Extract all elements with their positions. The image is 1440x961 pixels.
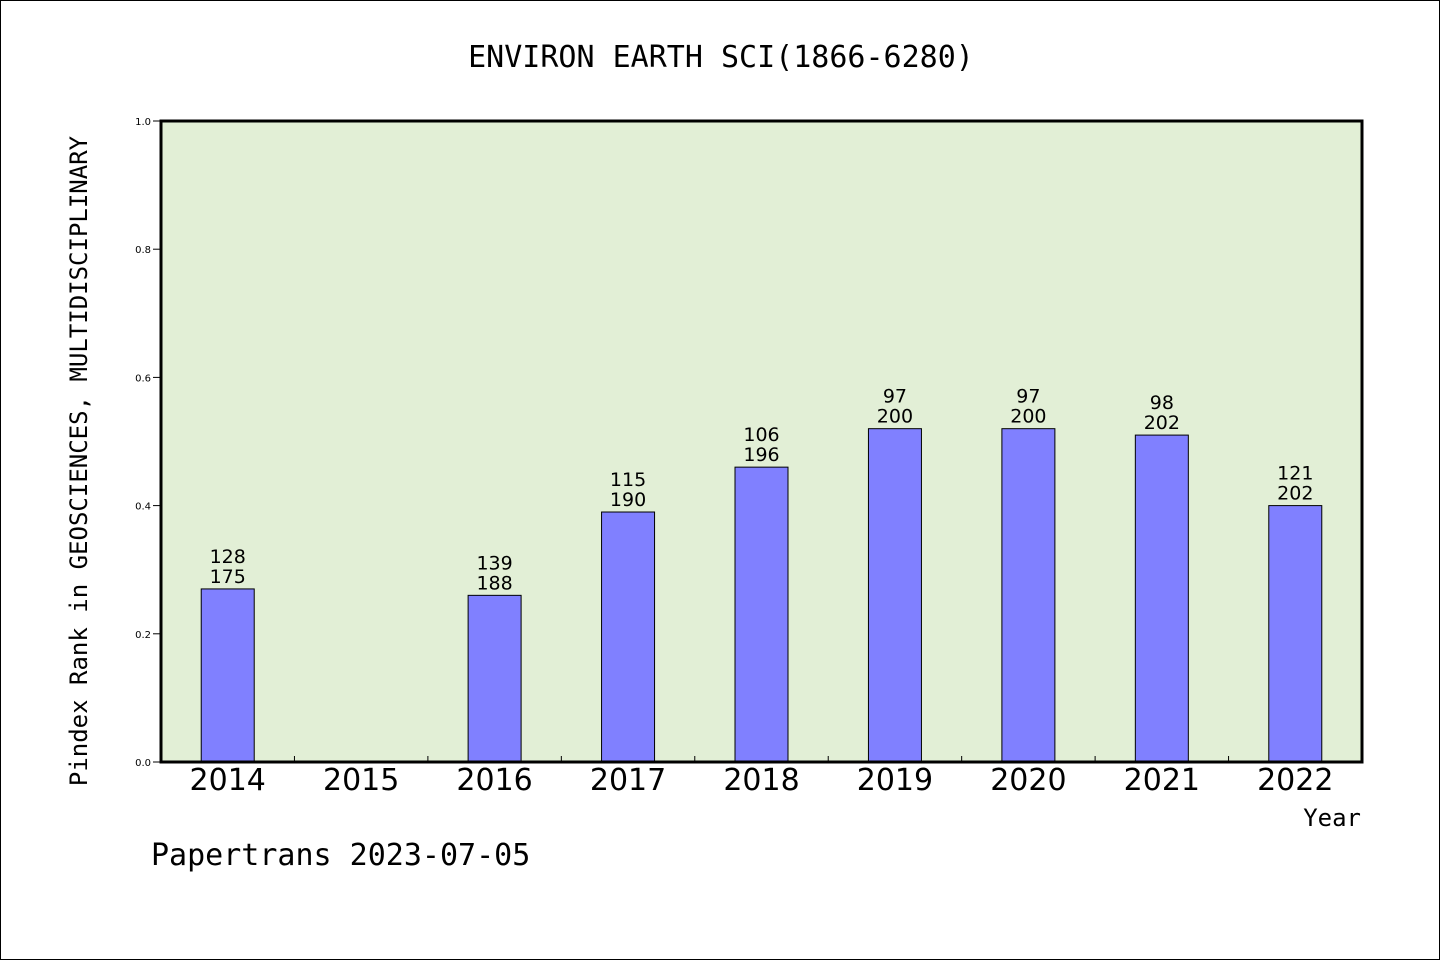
chart-title: ENVIRON EARTH SCI(1866-6280) — [468, 40, 974, 75]
bar-rank-label: 98 — [1150, 392, 1174, 414]
y-tick-label: 1.0 — [135, 117, 151, 128]
x-tick-label: 2017 — [590, 763, 666, 798]
x-tick-label: 2016 — [456, 763, 532, 798]
y-axis-label: Pindex Rank in GEOSCIENCES, MULTIDISCIPL… — [65, 135, 93, 786]
y-tick-label: 0.8 — [135, 245, 151, 256]
plot-border — [159, 119, 1364, 764]
y-axis: 0.0 0.2 0.4 0.6 0.8 1.0 — [135, 117, 161, 769]
x-axis: 2014 2015 2016 2017 2018 2019 2020 2021 2022 — [190, 756, 1333, 798]
bar-total-label: 200 — [1010, 406, 1046, 428]
bar-rank-label: 128 — [210, 546, 246, 568]
x-axis-label: Year — [1303, 804, 1361, 832]
bar — [867, 428, 922, 763]
x-tick-label: 2022 — [1257, 763, 1333, 798]
bar-total-label: 200 — [877, 406, 913, 428]
x-tick-label: 2019 — [857, 763, 933, 798]
bar — [734, 466, 789, 763]
bar-rank-label: 121 — [1277, 463, 1313, 485]
bar — [1268, 505, 1323, 763]
bar — [1134, 434, 1189, 763]
x-tick-label: 2018 — [723, 763, 799, 798]
bar-rank-label: 97 — [883, 386, 907, 408]
y-tick-label: 0.4 — [135, 502, 151, 513]
bar-total-label: 190 — [610, 489, 646, 511]
bar-total-label: 175 — [210, 566, 246, 588]
bar-total-label: 202 — [1277, 483, 1313, 505]
x-tick-label: 2014 — [190, 763, 266, 798]
bar-total-label: 202 — [1144, 412, 1180, 434]
y-tick-label: 0.2 — [135, 630, 151, 641]
bar-rank-label: 106 — [743, 424, 779, 446]
x-tick-label: 2021 — [1124, 763, 1200, 798]
footer-credit: Papertrans 2023-07-05 — [151, 838, 530, 873]
bar-rank-label: 115 — [610, 469, 646, 491]
x-tick-label: 2020 — [990, 763, 1066, 798]
bars-group: 1281751391881151901061969720097200982021… — [200, 386, 1323, 763]
bar — [200, 588, 255, 763]
y-tick-label: 0.6 — [135, 373, 151, 384]
bar — [601, 511, 656, 763]
bar-rank-label: 139 — [476, 552, 512, 574]
x-tick-label: 2015 — [323, 763, 399, 798]
bar — [1001, 428, 1056, 763]
bar-total-label: 196 — [743, 444, 779, 466]
y-tick-label: 0.0 — [135, 758, 151, 769]
bar — [467, 594, 522, 763]
bar-rank-label: 97 — [1016, 386, 1040, 408]
bar-total-label: 188 — [476, 572, 512, 594]
